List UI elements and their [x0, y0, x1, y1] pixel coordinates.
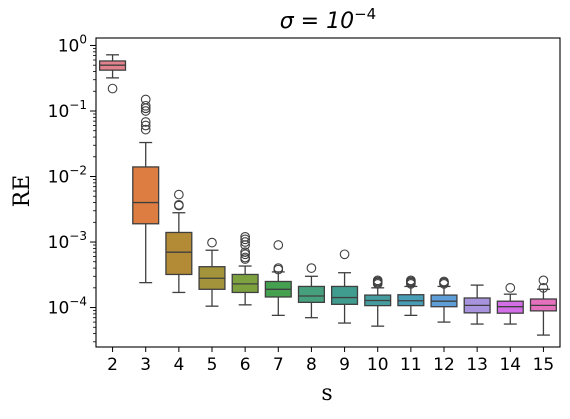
outlier-point	[140, 100, 151, 111]
outlier-point	[240, 231, 250, 242]
box	[132, 166, 160, 225]
box-group-s6	[231, 231, 259, 306]
box-group-s13	[463, 284, 491, 325]
box	[330, 285, 359, 305]
y-tick-label: 10−2	[48, 164, 87, 188]
outlier-point	[140, 124, 151, 135]
outlier-point	[140, 106, 151, 116]
box-group-s10	[364, 275, 392, 327]
outlier-point	[406, 275, 416, 286]
box-group-s5	[198, 237, 226, 307]
outlier-point	[306, 263, 317, 273]
outlier-point	[505, 282, 516, 293]
box-group-s12	[430, 276, 458, 323]
x-tick-label: 2	[107, 355, 118, 375]
y-tick-label: 100	[58, 32, 87, 56]
outlier-point	[207, 237, 217, 248]
y-tick-label: 10−1	[48, 98, 87, 122]
outlier-point	[240, 247, 250, 258]
x-tick-label: 5	[207, 355, 218, 375]
x-tick-label: 14	[499, 355, 521, 375]
outlier-point	[140, 120, 151, 131]
plot-area	[98, 54, 558, 336]
box-group-s15	[529, 275, 558, 336]
chart-title: σ = 10−4	[280, 5, 376, 34]
title-sigma-prefix: σ = 10	[280, 9, 354, 34]
y-axis-label: RE	[10, 175, 35, 208]
outlier-point	[107, 83, 118, 94]
x-tick-label: 9	[339, 355, 350, 375]
outlier-point	[538, 275, 549, 286]
axes-frame	[95, 37, 561, 348]
box	[165, 231, 193, 276]
outlier-point	[140, 117, 151, 127]
outlier-point	[339, 249, 350, 260]
x-tick-label: 10	[367, 355, 389, 375]
x-tick-label: 12	[433, 355, 455, 375]
outlier-point	[439, 276, 449, 287]
outlier-point	[240, 252, 250, 263]
outlier-point	[372, 275, 383, 286]
box-group-s3	[132, 94, 160, 284]
outlier-point	[538, 282, 549, 293]
x-axis-ticks: 2 3 4 5 6 7 8 9 10 11 12 13 14 15	[107, 347, 554, 375]
box-group-s14	[496, 282, 524, 325]
x-tick-label: 6	[240, 355, 251, 375]
box-group-s2	[98, 54, 127, 94]
x-axis-label: s	[321, 381, 332, 406]
chart-title-text: σ = 10−4	[280, 5, 376, 34]
box-group-s8	[297, 263, 326, 319]
x-tick-label: 3	[140, 355, 151, 375]
y-tick-label: 10−3	[48, 229, 87, 253]
outlier-point	[273, 240, 284, 250]
box-group-s4	[165, 189, 193, 294]
y-tick-label: 10−4	[48, 295, 87, 319]
title-exponent: −4	[354, 5, 376, 23]
box	[297, 285, 326, 304]
box-group-s7	[264, 240, 292, 317]
x-tick-label: 15	[533, 355, 555, 375]
outlier-point	[174, 189, 184, 200]
outlier-point	[240, 237, 250, 247]
box-group-s11	[397, 275, 425, 317]
x-tick-label: 13	[466, 355, 488, 375]
x-tick-label: 8	[306, 355, 317, 375]
x-tick-label: 7	[273, 355, 284, 375]
x-tick-label: 4	[173, 355, 184, 375]
outlier-point	[240, 234, 250, 245]
outlier-point	[273, 263, 284, 273]
y-axis-ticks: 10−4 10−3 10−2 10−1 100	[48, 32, 96, 343]
box-group-s9	[330, 249, 359, 324]
outlier-point	[140, 94, 151, 105]
outlier-point	[174, 199, 184, 210]
x-tick-label: 11	[400, 355, 422, 375]
